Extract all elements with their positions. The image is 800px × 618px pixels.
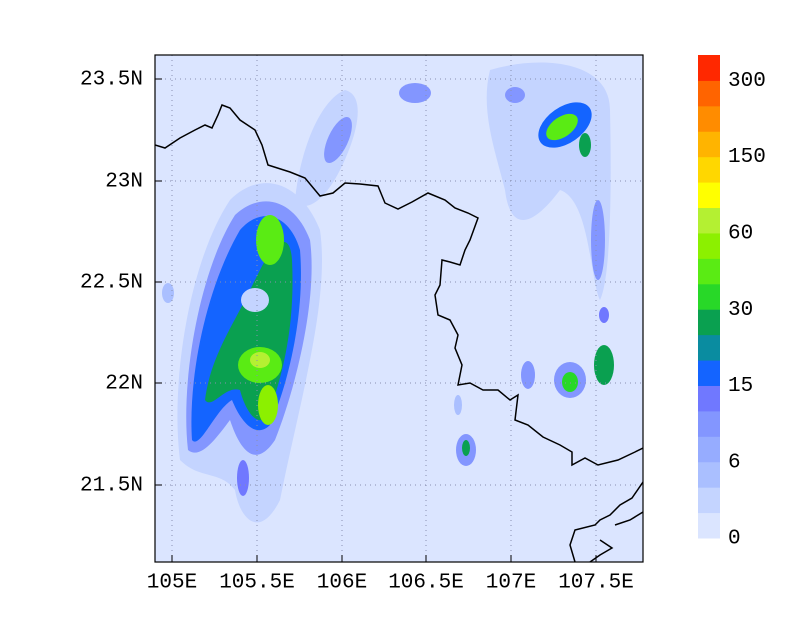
colorbar-box xyxy=(698,436,720,463)
y-tick-label: 22.5N xyxy=(80,272,143,295)
colorbar-box xyxy=(698,385,720,412)
x-tick-label: 106E xyxy=(317,572,367,595)
colorbar-label: 0 xyxy=(728,528,741,551)
colorbar-box xyxy=(698,309,720,336)
colorbar-box xyxy=(698,283,720,310)
colorbar-label: 15 xyxy=(728,375,753,398)
y-tick-label: 21.5N xyxy=(80,475,143,498)
x-tick-label: 107E xyxy=(486,572,536,595)
x-tick-label: 105.5E xyxy=(219,572,295,595)
colorbar-box xyxy=(698,207,720,234)
colorbar-box xyxy=(698,80,720,107)
y-tick-label: 23N xyxy=(105,171,143,194)
colorbar-box xyxy=(698,258,720,285)
colorbar-box xyxy=(698,334,720,361)
map-frame xyxy=(154,54,644,563)
map-area xyxy=(155,55,643,562)
colorbar: 0 6 15 30 60 150 300 xyxy=(698,55,766,551)
colorbar-label: 300 xyxy=(728,70,766,93)
colorbar-label: 6 xyxy=(728,451,741,474)
precipitation-contours xyxy=(162,62,614,523)
colorbar-box xyxy=(698,156,720,183)
colorbar-box xyxy=(698,131,720,158)
axes: 105E 105.5E 106E 106.5E 107E 107.5E 23.5N 23N 22… xyxy=(80,69,634,595)
colorbar-box xyxy=(698,182,720,209)
colorbar-label: 30 xyxy=(728,299,753,322)
colorbar-label: 60 xyxy=(728,222,753,245)
x-tick-label: 106.5E xyxy=(388,572,464,595)
x-tick-label: 105E xyxy=(147,572,197,595)
y-tick-label: 23.5N xyxy=(80,69,143,92)
colorbar-box xyxy=(698,105,720,132)
colorbar-box xyxy=(698,512,720,539)
colorbar-label: 150 xyxy=(728,146,766,169)
colorbar-box xyxy=(698,461,720,488)
y-tick-label: 22N xyxy=(105,373,143,396)
colorbar-box xyxy=(698,360,720,386)
colorbar-box xyxy=(698,487,720,514)
x-tick-label: 107.5E xyxy=(558,572,634,595)
colorbar-box xyxy=(698,55,720,81)
colorbar-box xyxy=(698,232,720,259)
colorbar-box xyxy=(698,410,720,437)
borders xyxy=(155,104,643,562)
